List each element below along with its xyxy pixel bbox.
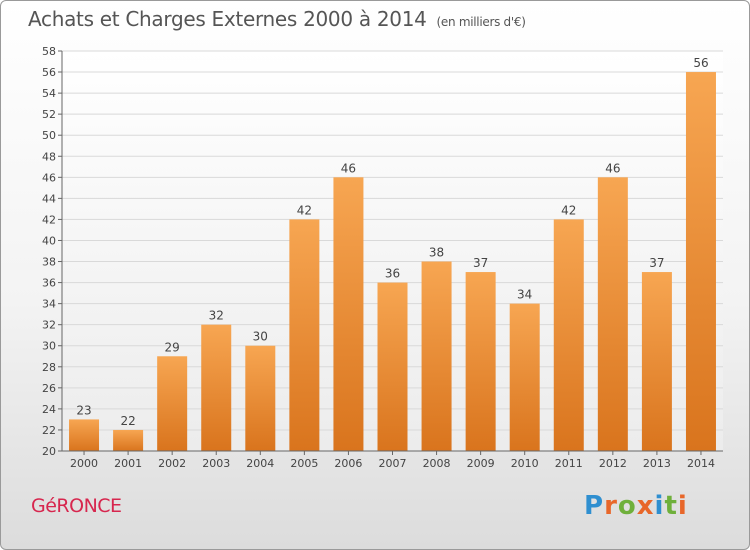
x-tick-label: 2002 <box>158 457 186 470</box>
y-tick-label: 28 <box>42 361 56 374</box>
bar-value-label: 22 <box>120 414 135 428</box>
bar <box>685 72 716 451</box>
y-tick-label: 24 <box>42 403 56 416</box>
bar-value-label: 38 <box>429 246 444 260</box>
y-tick-label: 56 <box>42 66 56 79</box>
bar-value-label: 46 <box>605 161 620 175</box>
bar <box>201 324 232 451</box>
y-tick-label: 38 <box>42 256 56 269</box>
y-tick-label: 42 <box>42 213 56 226</box>
bar-value-label: 34 <box>517 288 532 302</box>
bar-value-label: 46 <box>341 161 356 175</box>
logo-letter: o <box>617 491 637 521</box>
bar <box>553 219 584 451</box>
bar-value-label: 30 <box>253 330 268 344</box>
logo-letter: x <box>636 491 655 521</box>
bar <box>421 261 452 451</box>
y-tick-label: 36 <box>42 277 56 290</box>
logo-letter: r <box>604 491 618 521</box>
bar <box>509 303 540 451</box>
y-tick-label: 54 <box>42 87 56 100</box>
x-tick-label: 2006 <box>334 457 362 470</box>
commune-name: GéRONCE <box>31 495 122 517</box>
bar-value-label: 56 <box>693 56 708 70</box>
proxiti-logo: Proxiti <box>584 491 688 521</box>
x-tick-label: 2014 <box>687 457 715 470</box>
y-tick-label: 40 <box>42 234 56 247</box>
bar <box>245 345 276 451</box>
logo-letter: P <box>584 491 605 521</box>
x-tick-label: 2011 <box>555 457 583 470</box>
bar <box>641 272 672 451</box>
y-tick-label: 26 <box>42 382 56 395</box>
bar-value-label: 36 <box>385 267 400 281</box>
x-tick-label: 2008 <box>423 457 451 470</box>
bar-value-label: 23 <box>76 403 91 417</box>
bar <box>157 356 188 451</box>
x-tick-label: 2012 <box>599 457 627 470</box>
bar <box>465 272 496 451</box>
logo-letter: t <box>664 491 678 521</box>
bar-value-label: 42 <box>561 203 576 217</box>
bar-value-label: 32 <box>209 309 224 323</box>
chart-title: Achats et Charges Externes 2000 à 2014 (e… <box>28 7 526 31</box>
x-tick-label: 2005 <box>290 457 318 470</box>
y-tick-label: 20 <box>42 445 56 458</box>
y-tick-label: 22 <box>42 424 56 437</box>
x-tick-label: 2003 <box>202 457 230 470</box>
bar-value-label: 29 <box>165 340 180 354</box>
x-tick-label: 2007 <box>379 457 407 470</box>
logo-letter: i <box>677 491 688 521</box>
y-tick-label: 52 <box>42 108 56 121</box>
chart-unit: (en milliers d'€) <box>436 15 526 29</box>
chart-title-text: Achats et Charges Externes 2000 à 2014 <box>28 7 427 31</box>
y-tick-label: 48 <box>42 150 56 163</box>
x-tick-label: 2001 <box>114 457 142 470</box>
bar-value-label: 42 <box>297 203 312 217</box>
bar-value-label: 37 <box>649 256 664 270</box>
bar <box>377 282 408 451</box>
y-tick-label: 44 <box>42 192 56 205</box>
bar <box>333 177 364 451</box>
x-tick-label: 2004 <box>246 457 274 470</box>
y-tick-label: 32 <box>42 319 56 332</box>
bar-value-label: 37 <box>473 256 488 270</box>
logo-letter: i <box>654 491 665 521</box>
bar <box>289 219 320 451</box>
x-tick-label: 2010 <box>511 457 539 470</box>
bar <box>597 177 628 451</box>
x-tick-label: 2013 <box>643 457 671 470</box>
y-tick-label: 30 <box>42 340 56 353</box>
y-tick-label: 50 <box>42 129 56 142</box>
y-tick-label: 58 <box>42 45 56 58</box>
bar <box>69 419 100 451</box>
y-tick-label: 46 <box>42 171 56 184</box>
x-tick-label: 2009 <box>467 457 495 470</box>
y-tick-label: 34 <box>42 298 56 311</box>
x-tick-label: 2000 <box>70 457 98 470</box>
bar <box>113 429 144 451</box>
